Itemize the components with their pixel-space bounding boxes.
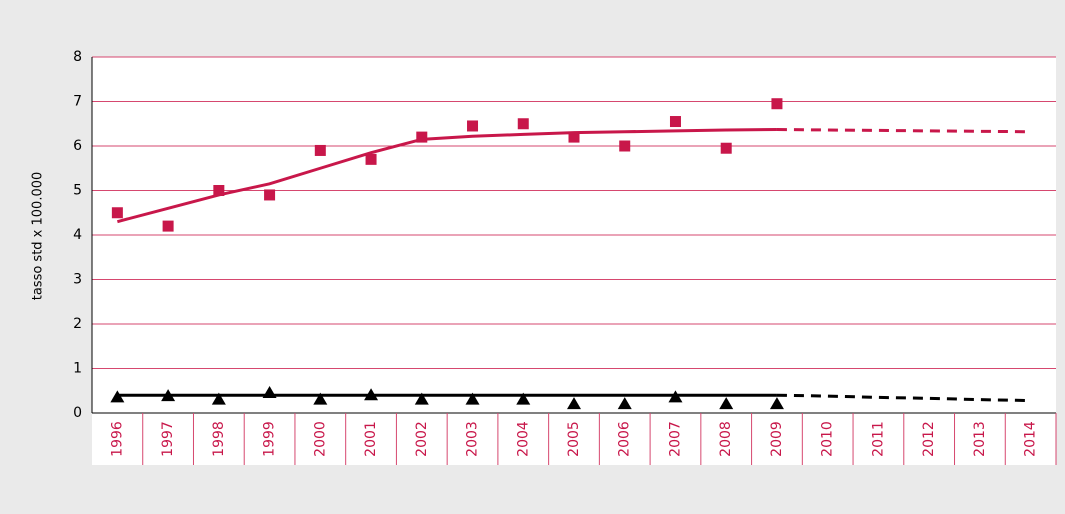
y-tick-label: 5 (73, 183, 82, 199)
data-point (162, 220, 174, 232)
y-tick-label: 2 (73, 316, 82, 332)
y-tick-label: 8 (73, 49, 82, 65)
data-point (769, 397, 784, 410)
y-tick-label: 7 (73, 94, 82, 110)
data-point (365, 153, 377, 165)
plot-area (92, 57, 1056, 465)
x-tick-label: 2011 (870, 421, 886, 457)
x-tick-label: 1997 (160, 421, 176, 457)
x-tick-label: 2006 (617, 421, 633, 457)
x-tick-label: 2001 (363, 421, 379, 457)
x-tick-label: 2003 (465, 421, 481, 457)
data-point (568, 131, 580, 143)
data-point (517, 118, 529, 130)
data-point (467, 120, 479, 132)
y-tick-label: 0 (73, 405, 82, 421)
x-tick-label: 1996 (109, 421, 125, 457)
data-point (516, 392, 531, 405)
x-tick-label: 2002 (414, 421, 430, 457)
x-tick-label: 2012 (921, 421, 937, 457)
data-point (314, 144, 326, 156)
trend-line (776, 393, 1031, 403)
x-tick-label: 2014 (1023, 421, 1039, 457)
trend-line (116, 128, 777, 224)
data-point (617, 397, 632, 410)
x-tick-label: 2013 (972, 421, 988, 457)
trend-line (776, 128, 1031, 134)
data-point (720, 142, 732, 154)
data-point (414, 392, 429, 405)
data-point (719, 397, 734, 410)
x-tick-label: 2000 (312, 421, 328, 457)
data-point (416, 131, 428, 143)
data-point (213, 185, 225, 196)
y-axis-label: tasso std x 100.000 (31, 172, 46, 301)
y-tick-label: 1 (73, 361, 82, 377)
data-point (619, 140, 631, 152)
x-tick-label: 1999 (262, 421, 278, 457)
x-tick-label: 2009 (769, 421, 785, 457)
data-point (465, 392, 480, 405)
y-tick-label: 3 (73, 272, 82, 288)
data-point (771, 98, 783, 110)
x-tick-label: 2007 (667, 421, 683, 457)
data-point (211, 392, 226, 405)
data-point (264, 189, 276, 201)
x-tick-label: 2010 (820, 421, 836, 457)
x-tick-label: 2004 (515, 421, 531, 457)
y-tick-label: 4 (73, 227, 82, 243)
data-point (111, 207, 123, 219)
data-point (669, 116, 681, 128)
x-tick-label: 1998 (211, 421, 227, 457)
x-tick-label: 2008 (718, 421, 734, 457)
y-tick-label: 6 (73, 138, 82, 154)
data-point (313, 392, 328, 405)
x-tick-label: 2005 (566, 421, 582, 457)
data-point (567, 397, 581, 410)
